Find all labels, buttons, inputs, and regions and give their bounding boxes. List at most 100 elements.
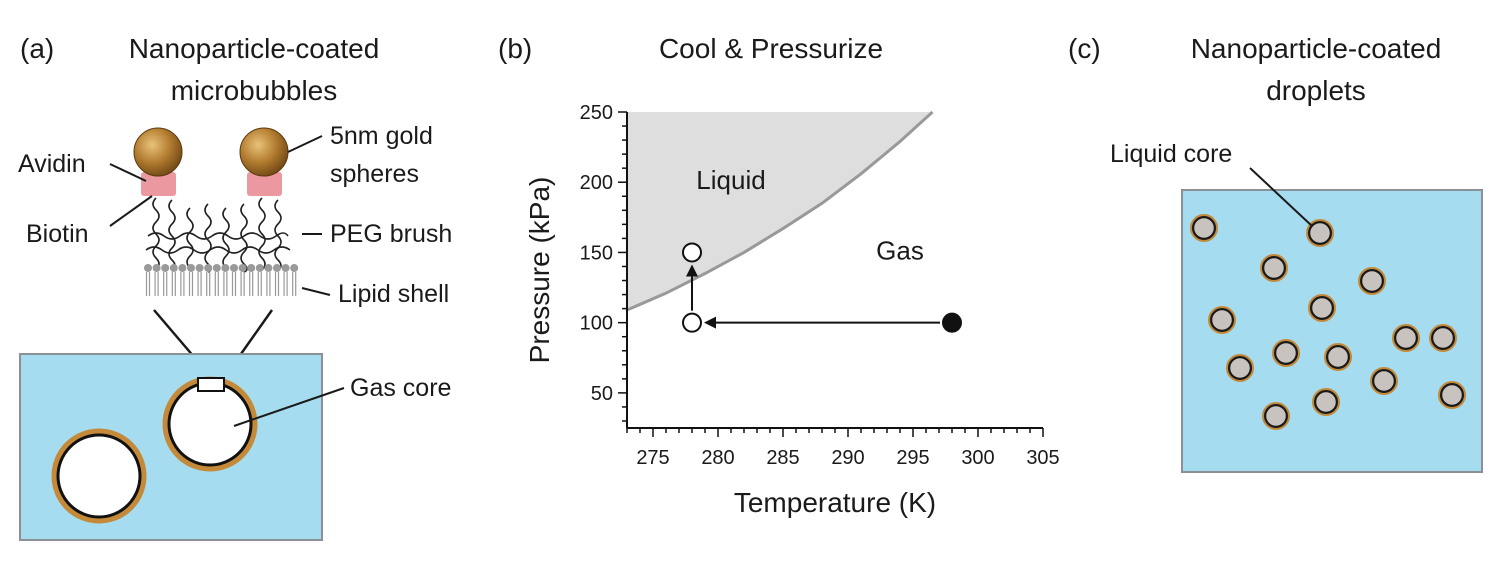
lipid-tail <box>197 272 202 296</box>
liquid-region <box>627 112 933 311</box>
x-tick-label: 285 <box>766 447 799 469</box>
region-label-liquid: Liquid <box>696 165 765 195</box>
droplet-icon <box>1261 255 1287 281</box>
x-tick-label: 290 <box>831 447 864 469</box>
lipid-head <box>178 264 187 272</box>
lipid-head <box>187 264 195 272</box>
lipid-shell-icon <box>144 264 299 296</box>
lipid-tail <box>231 272 237 296</box>
panel-a: (a) Nanoparticle-coated microbubbles <box>18 33 452 541</box>
y-tick-label: 100 <box>580 313 613 335</box>
label-gold-line1: 5nm gold <box>330 122 433 150</box>
panel-a-title-line2: microbubbles <box>171 75 338 106</box>
droplet-icon <box>1430 325 1456 351</box>
lipid-tail <box>214 272 219 296</box>
lipid-tail <box>223 272 228 296</box>
phase-boundary-line <box>626 110 934 312</box>
droplet-icon <box>1439 382 1465 408</box>
label-gold-line2: spheres <box>330 160 419 188</box>
droplet-icon <box>1209 307 1235 333</box>
leader-gold <box>287 135 323 153</box>
lipid-tail <box>188 272 194 296</box>
leader-gas-core <box>233 387 345 427</box>
lipid-head <box>152 264 161 272</box>
droplet-icon <box>1309 295 1335 321</box>
leader-lipid <box>301 287 331 296</box>
peg-brush-icon <box>145 197 291 273</box>
droplet-icon <box>1227 355 1253 381</box>
panel-c-title-line1: Nanoparticle-coated <box>1191 33 1442 64</box>
arrowhead <box>686 264 698 277</box>
droplet-icon <box>1359 268 1385 294</box>
leader-liquid-core <box>1249 167 1313 227</box>
droplets-group <box>1190 214 1466 430</box>
lipid-tail <box>266 272 271 296</box>
lipid-head <box>290 264 299 272</box>
x-tick-label: 295 <box>896 447 929 469</box>
lipid-tail <box>145 272 151 296</box>
microbubble-icon <box>51 428 147 524</box>
droplet-shell <box>1208 306 1236 334</box>
lipid-tail <box>257 272 262 296</box>
lipid-head <box>238 264 247 272</box>
label-liquid-core: Liquid core <box>1110 140 1232 168</box>
lipid-tail <box>163 272 168 296</box>
leader-biotin <box>109 195 153 227</box>
microbubble-inner-ring <box>56 433 142 519</box>
lipid-tail <box>283 272 288 296</box>
y-tick-label: 250 <box>580 102 613 124</box>
y-tick-label: 150 <box>580 242 613 264</box>
zoom-box <box>197 377 225 392</box>
droplet-shell <box>1438 381 1466 409</box>
lipid-head <box>161 264 170 272</box>
arrowhead <box>704 316 716 329</box>
droplet-shell <box>1392 324 1420 352</box>
droplet-icon <box>1191 215 1217 241</box>
gold-sphere-icon <box>133 127 183 177</box>
droplet-shell <box>1272 339 1300 367</box>
lipid-head <box>281 264 290 272</box>
lipid-head <box>230 264 238 272</box>
state-point-1 <box>942 312 962 333</box>
gold-sphere-right <box>239 127 289 196</box>
droplet-icon <box>1371 368 1397 394</box>
droplet-icon <box>1325 344 1351 370</box>
avidin-icon <box>141 172 176 196</box>
state-point-2 <box>682 312 702 333</box>
lipid-tail <box>206 272 211 296</box>
panel-b-title: Cool & Pressurize <box>659 33 883 64</box>
droplet-shell <box>1226 354 1254 382</box>
lipid-head <box>247 264 256 272</box>
lipid-tail <box>249 272 254 296</box>
droplet-shell <box>1308 294 1336 322</box>
gold-sphere-left <box>133 127 183 196</box>
state-point-3 <box>682 242 702 263</box>
panel-c-letter: (c) <box>1068 33 1101 64</box>
x-tick-label: 280 <box>701 447 734 469</box>
lipid-tail <box>154 272 159 296</box>
droplet-icon <box>1393 325 1419 351</box>
panel-b: (b) Cool & Pressurize 275 280 285 290 295 300… <box>498 33 1060 518</box>
lipid-tail <box>274 272 280 296</box>
droplet-shell <box>1312 388 1340 416</box>
droplet-shell <box>1262 402 1290 430</box>
droplet-icon <box>1307 220 1333 246</box>
lipid-head <box>204 264 213 272</box>
x-axis-label: Temperature (K) <box>734 487 936 518</box>
x-tick-label: 300 <box>961 447 994 469</box>
x-tick-label: 305 <box>1026 447 1059 469</box>
droplet-shell <box>1190 214 1218 242</box>
y-tick-label: 200 <box>580 172 613 194</box>
lipid-head <box>255 264 264 272</box>
droplet-shell <box>1370 367 1398 395</box>
x-tick-label: 275 <box>636 447 669 469</box>
y-tick-label: 50 <box>591 383 613 405</box>
panel-c: (c) Nanoparticle-coated droplets Liquid … <box>1068 33 1483 473</box>
droplet-icon <box>1313 389 1339 415</box>
gold-sphere-icon <box>239 127 289 177</box>
panel-b-letter: (b) <box>498 33 532 64</box>
lipid-head <box>195 264 204 272</box>
lipid-tail <box>240 272 245 296</box>
lipid-head <box>144 264 152 272</box>
